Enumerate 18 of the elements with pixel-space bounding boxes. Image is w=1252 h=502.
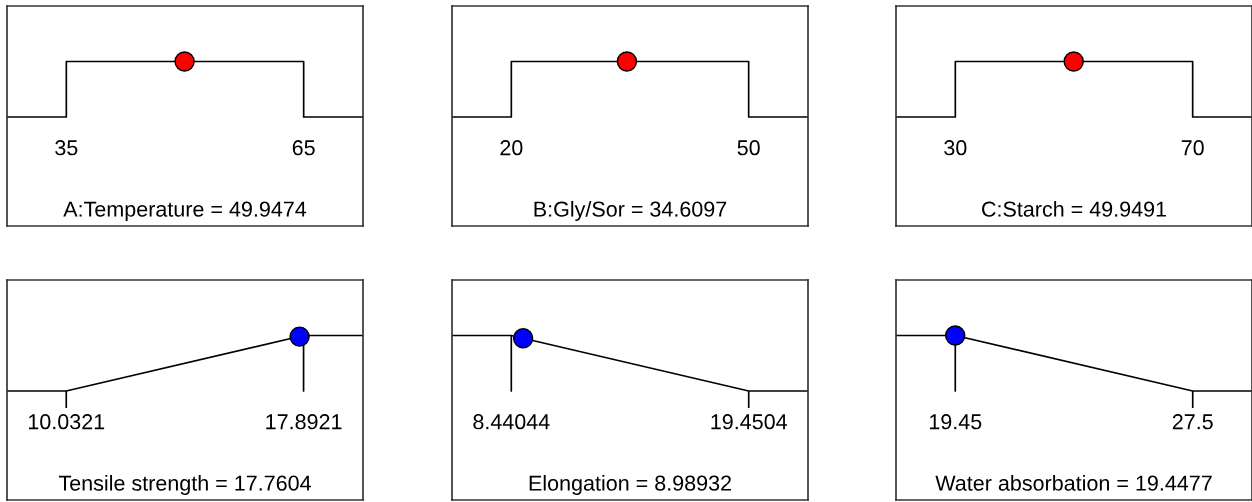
x-axis-title: B:Gly/Sor = 34.6097 [534, 200, 727, 222]
x-tick-label: 19.45 [929, 414, 982, 430]
x-tick-label: 70 [1181, 140, 1204, 156]
x-tick-label: 19.4504 [711, 414, 787, 430]
x-tick-label: 65 [292, 140, 315, 156]
x-tick-label: 30 [944, 140, 967, 156]
x-tick-label: 20 [500, 140, 523, 156]
x-tick-label: 8.44044 [473, 414, 550, 430]
x-tick-label: 27.5 [1172, 414, 1213, 430]
x-tick-label: 35 [55, 140, 78, 156]
x-axis-title: Tensile strength = 17.7604 [58, 474, 311, 496]
x-axis-title: Water absorbation = 19.4477 [935, 474, 1212, 491]
x-axis-title: C:Starch = 49.9491 [982, 200, 1166, 217]
x-axis-title: A:Temperature = 49.9474 [63, 201, 307, 222]
x-tick-label: 10.0321 [28, 414, 105, 430]
x-tick-label: 17.8921 [266, 414, 342, 430]
x-tick-label: 50 [737, 140, 760, 156]
x-axis-title: Elongation = 8.98932 [529, 474, 731, 496]
